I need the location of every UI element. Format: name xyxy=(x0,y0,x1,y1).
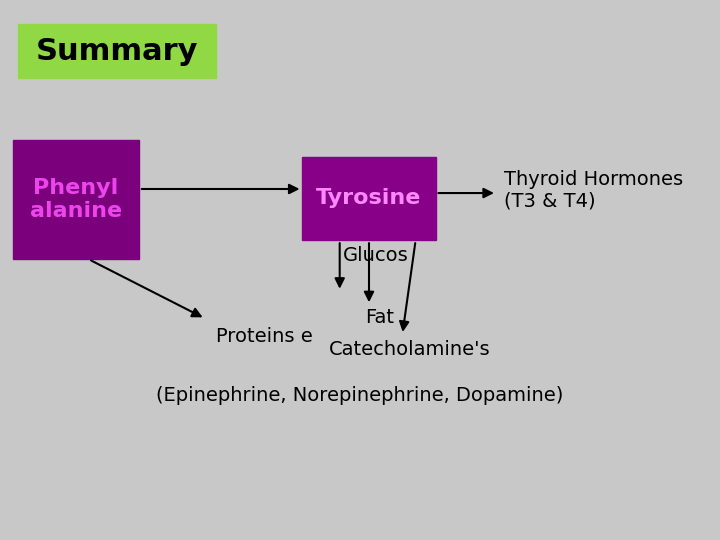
Text: Summary: Summary xyxy=(36,37,198,66)
Text: Catecholamine's: Catecholamine's xyxy=(329,340,490,359)
FancyBboxPatch shape xyxy=(13,140,139,259)
Text: Glucos: Glucos xyxy=(343,246,409,265)
FancyBboxPatch shape xyxy=(302,157,436,240)
Text: Phenyl
alanine: Phenyl alanine xyxy=(30,178,122,221)
FancyBboxPatch shape xyxy=(18,24,216,78)
Text: Proteins e: Proteins e xyxy=(216,327,312,346)
Text: Fat: Fat xyxy=(365,308,395,327)
Text: (Epinephrine, Norepinephrine, Dopamine): (Epinephrine, Norepinephrine, Dopamine) xyxy=(156,386,564,405)
Text: Thyroid Hormones
(T3 & T4): Thyroid Hormones (T3 & T4) xyxy=(504,170,683,211)
Text: Tyrosine: Tyrosine xyxy=(316,188,422,208)
